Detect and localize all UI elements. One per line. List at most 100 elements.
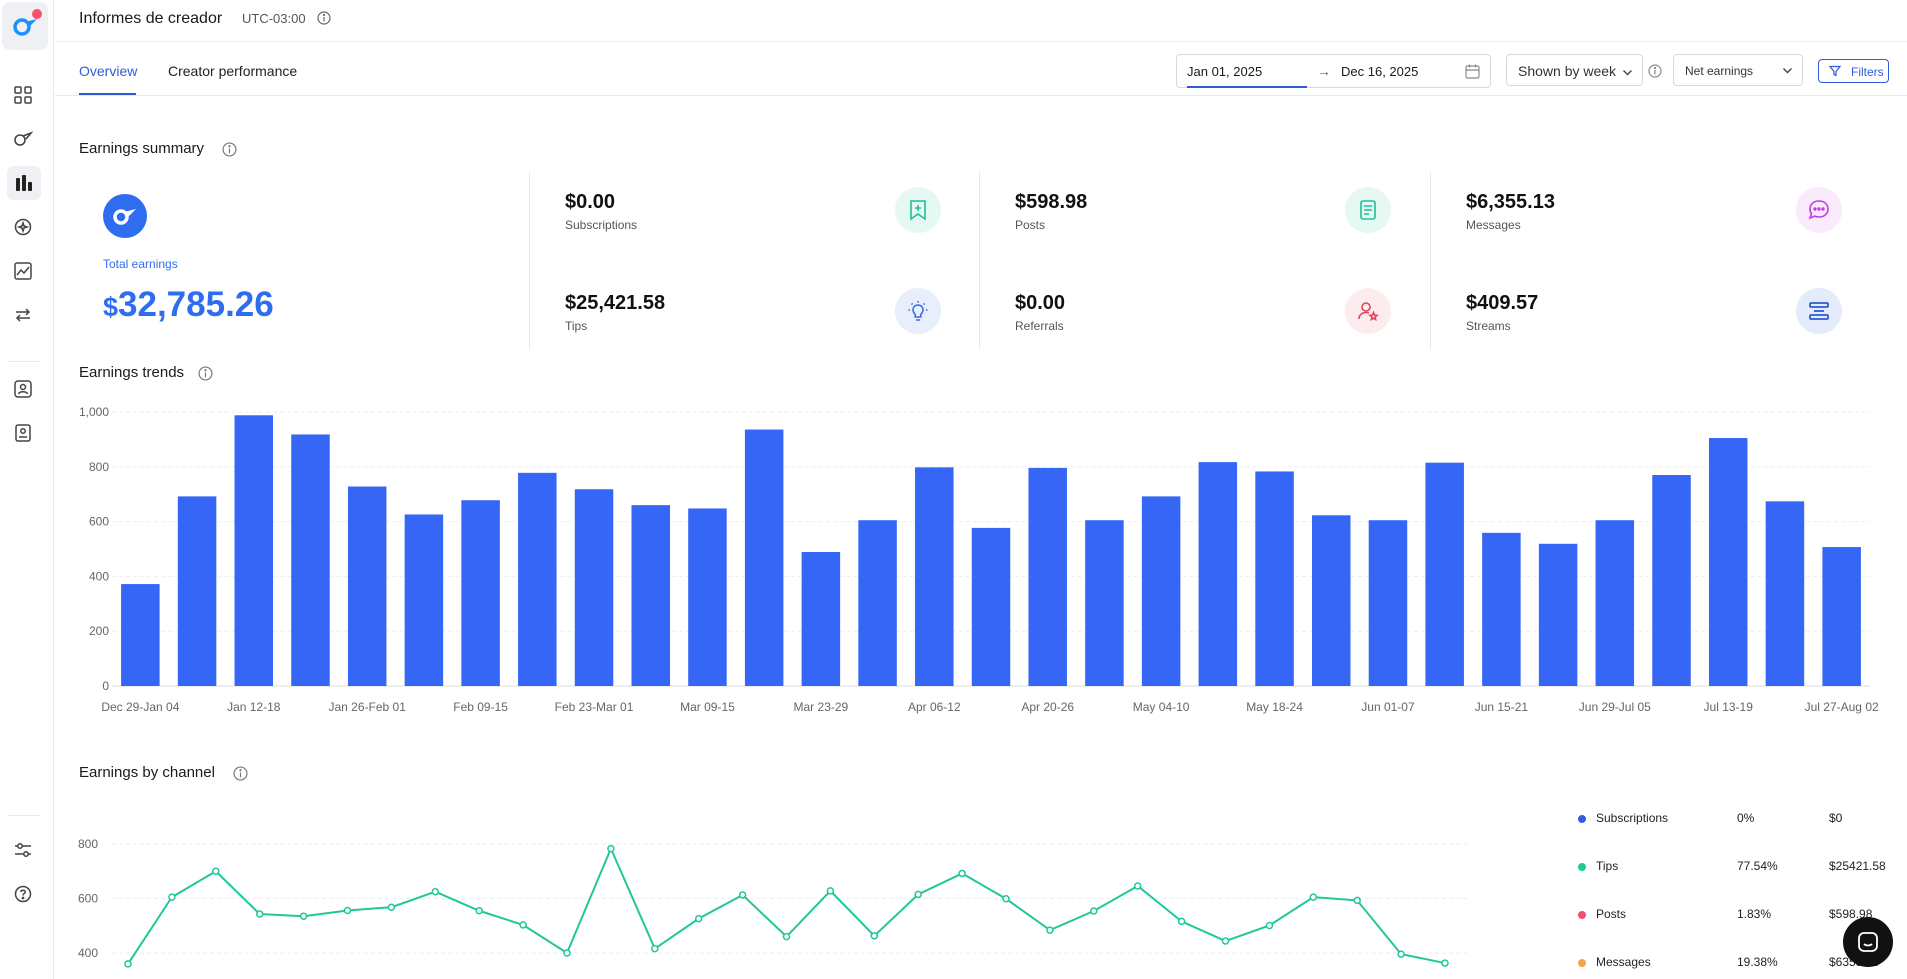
- data-point[interactable]: [475, 907, 483, 915]
- bar[interactable]: [1198, 462, 1238, 686]
- bar[interactable]: [234, 415, 274, 686]
- data-point[interactable]: [1133, 882, 1142, 890]
- bar[interactable]: [1708, 438, 1748, 686]
- id-badge-icon[interactable]: [12, 422, 34, 444]
- bar[interactable]: [1141, 496, 1181, 686]
- metric-select[interactable]: Net earnings: [1673, 54, 1803, 86]
- data-point[interactable]: [212, 867, 220, 875]
- legend-dot: [1578, 863, 1586, 871]
- x-tick-label: Mar 09-15: [680, 700, 735, 714]
- y-tick-label: 0: [102, 679, 109, 693]
- data-point[interactable]: [1177, 917, 1186, 926]
- dashboard-grid-icon[interactable]: [12, 84, 34, 106]
- data-point[interactable]: [519, 921, 527, 929]
- bar[interactable]: [1085, 520, 1124, 686]
- data-point[interactable]: [1221, 937, 1230, 945]
- tab-creator-performance[interactable]: Creator performance: [168, 63, 298, 79]
- bar[interactable]: [744, 429, 784, 686]
- bar[interactable]: [291, 434, 330, 686]
- data-point[interactable]: [1090, 907, 1098, 915]
- creator-logo-icon[interactable]: [12, 128, 34, 150]
- contact-card-icon[interactable]: [12, 378, 34, 400]
- data-point[interactable]: [1397, 950, 1405, 958]
- bar[interactable]: [1652, 475, 1691, 686]
- bar[interactable]: [858, 520, 897, 686]
- granularity-select[interactable]: Shown by week: [1506, 54, 1643, 86]
- bar[interactable]: [1595, 520, 1635, 686]
- bar[interactable]: [1368, 520, 1408, 686]
- bar[interactable]: [1425, 462, 1464, 686]
- bar[interactable]: [1312, 515, 1351, 686]
- bar[interactable]: [1822, 547, 1861, 686]
- data-point[interactable]: [1265, 921, 1274, 930]
- bar[interactable]: [915, 467, 954, 686]
- data-point[interactable]: [651, 944, 659, 953]
- data-point[interactable]: [1309, 893, 1318, 901]
- legend-dot: [1578, 911, 1586, 919]
- data-point[interactable]: [431, 887, 440, 896]
- bar[interactable]: [404, 514, 444, 686]
- bar[interactable]: [1255, 471, 1294, 686]
- data-point[interactable]: [1353, 896, 1361, 905]
- messages-label: Messages: [1466, 218, 1521, 232]
- chat-support-button[interactable]: [1843, 917, 1893, 967]
- date-start-input[interactable]: Jan 01, 2025: [1187, 64, 1263, 79]
- total-earnings-value: $32,785.26: [103, 285, 274, 325]
- date-end-input[interactable]: Dec 16, 2025: [1341, 64, 1419, 79]
- data-point[interactable]: [694, 914, 703, 923]
- bar[interactable]: [1765, 501, 1805, 686]
- data-point[interactable]: [914, 890, 922, 899]
- x-tick-label: Jun 15-21: [1475, 700, 1529, 714]
- bar[interactable]: [1538, 543, 1578, 686]
- data-point[interactable]: [782, 932, 791, 941]
- lightbulb-icon: [895, 288, 941, 334]
- transfer-arrows-icon[interactable]: [12, 304, 34, 326]
- data-point[interactable]: [607, 844, 615, 853]
- bar[interactable]: [688, 508, 727, 686]
- filters-button[interactable]: Filters: [1818, 59, 1889, 83]
- data-point[interactable]: [738, 891, 747, 899]
- data-point[interactable]: [870, 932, 879, 940]
- data-point[interactable]: [299, 912, 308, 920]
- channel-info-icon[interactable]: [233, 766, 248, 786]
- app-logo[interactable]: [2, 2, 48, 50]
- bar[interactable]: [461, 500, 500, 686]
- timezone-info-icon[interactable]: [317, 11, 331, 30]
- earnings-summary-title: Earnings summary: [79, 140, 205, 157]
- bar[interactable]: [121, 584, 160, 686]
- data-point[interactable]: [168, 893, 176, 901]
- earnings-by-channel-title: Earnings by channel: [79, 764, 215, 781]
- data-point[interactable]: [1046, 926, 1054, 934]
- reports-chart-icon[interactable]: [7, 166, 41, 200]
- data-point[interactable]: [826, 887, 835, 895]
- bar[interactable]: [801, 552, 841, 686]
- date-range-picker[interactable]: Jan 01, 2025 → Dec 16, 2025: [1176, 54, 1491, 88]
- bar[interactable]: [971, 527, 1011, 686]
- bar[interactable]: [177, 496, 217, 686]
- tab-overview[interactable]: Overview: [79, 63, 138, 79]
- trends-info-icon[interactable]: [198, 366, 213, 386]
- bar[interactable]: [631, 505, 670, 686]
- earnings-trends-title: Earnings trends: [79, 364, 185, 381]
- statistics-icon[interactable]: [12, 260, 34, 282]
- data-point[interactable]: [124, 960, 132, 968]
- granularity-info-icon[interactable]: [1648, 64, 1662, 83]
- bar[interactable]: [1028, 467, 1067, 686]
- data-point[interactable]: [563, 949, 571, 957]
- user-star-icon: [1345, 288, 1391, 334]
- data-point[interactable]: [1002, 895, 1010, 903]
- data-point[interactable]: [387, 903, 396, 911]
- data-point[interactable]: [958, 869, 966, 878]
- summary-info-icon[interactable]: [222, 142, 237, 162]
- bar[interactable]: [518, 472, 557, 686]
- settings-sliders-icon[interactable]: [12, 839, 34, 861]
- calendar-icon[interactable]: [1465, 64, 1480, 84]
- bar[interactable]: [574, 489, 614, 686]
- promo-badge-icon[interactable]: [12, 216, 34, 238]
- help-icon[interactable]: [12, 883, 34, 905]
- data-point[interactable]: [255, 910, 264, 918]
- bar[interactable]: [347, 486, 387, 686]
- data-point[interactable]: [1441, 959, 1449, 967]
- data-point[interactable]: [343, 906, 352, 915]
- bar[interactable]: [1482, 532, 1521, 686]
